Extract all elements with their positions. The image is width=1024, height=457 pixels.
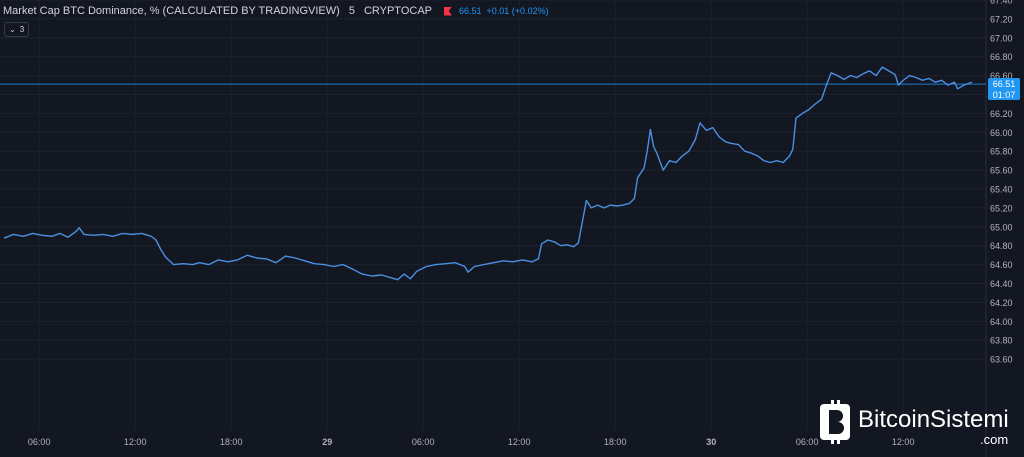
symbol-title[interactable]: Market Cap BTC Dominance, % (CALCULATED … (3, 5, 340, 17)
x-tick-label: 29 (322, 437, 332, 447)
legend-header: Market Cap BTC Dominance, % (CALCULATED … (3, 5, 549, 17)
x-tick-label: 12:00 (508, 437, 531, 447)
interval-label[interactable]: 5 (348, 5, 355, 17)
current-price-tag: 66.51 01:07 (988, 78, 1020, 101)
y-tick-label: 64.60 (990, 260, 1013, 270)
y-tick-label: 65.00 (990, 222, 1013, 232)
x-tick-label: 06:00 (796, 437, 819, 447)
x-tick-label: 18:00 (220, 437, 243, 447)
horizontal-grid (0, 0, 986, 360)
flag-icon[interactable] (444, 6, 452, 16)
y-tick-label: 63.80 (990, 336, 1013, 346)
x-tick-label: 18:00 (604, 437, 627, 447)
bitcoin-logo-icon (820, 400, 850, 444)
x-tick-label: 06:00 (412, 437, 435, 447)
y-tick-label: 66.80 (990, 52, 1013, 62)
y-tick-label: 67.20 (990, 14, 1013, 24)
watermark-name: BitcoinSistemi (858, 406, 1009, 433)
price-axis: 67.4067.2067.0066.8066.6066.4066.2066.00… (990, 0, 1013, 365)
change-value: +0.01 (+0.02%) (486, 6, 549, 16)
y-tick-label: 65.40 (990, 185, 1013, 195)
last-value: 66.51 (459, 6, 482, 16)
x-tick-label: 12:00 (124, 437, 147, 447)
y-tick-label: 65.80 (990, 147, 1013, 157)
y-tick-label: 66.20 (990, 109, 1013, 119)
y-tick-label: 65.60 (990, 166, 1013, 176)
y-tick-label: 64.00 (990, 317, 1013, 327)
chevron-down-icon: ⌄ (9, 25, 16, 34)
y-tick-label: 67.00 (990, 33, 1013, 43)
y-tick-label: 63.60 (990, 355, 1013, 365)
vertical-grid (38, 0, 904, 430)
y-tick-label: 67.40 (990, 0, 1013, 6)
series-group (0, 66, 986, 281)
y-tick-label: 66.60 (990, 71, 1013, 81)
y-tick-label: 65.20 (990, 203, 1013, 213)
y-tick-label: 64.40 (990, 279, 1013, 289)
y-tick-label: 66.00 (990, 128, 1013, 138)
indicator-count: 3 (19, 25, 25, 34)
watermark-logo: BitcoinSistemi .com (818, 394, 1018, 450)
indicators-toggle-button[interactable]: ⌄ 3 (4, 22, 30, 37)
exchange-label[interactable]: CRYPTOCAP (363, 5, 432, 17)
x-tick-label: 30 (706, 437, 716, 447)
x-tick-label: 06:00 (28, 437, 51, 447)
time-axis: 06:00 12:00 18:00 29 06:00 12:00 18:00 30 06:00 1… (28, 437, 915, 447)
current-price-value: 66.51 (992, 79, 1016, 90)
watermark-suffix: .com (980, 432, 1009, 447)
y-tick-label: 64.80 (990, 241, 1013, 251)
dominance-line (3, 66, 973, 281)
bar-countdown: 01:07 (992, 90, 1016, 101)
y-tick-label: 64.20 (990, 298, 1013, 308)
x-tick-label: 12:00 (892, 437, 915, 447)
